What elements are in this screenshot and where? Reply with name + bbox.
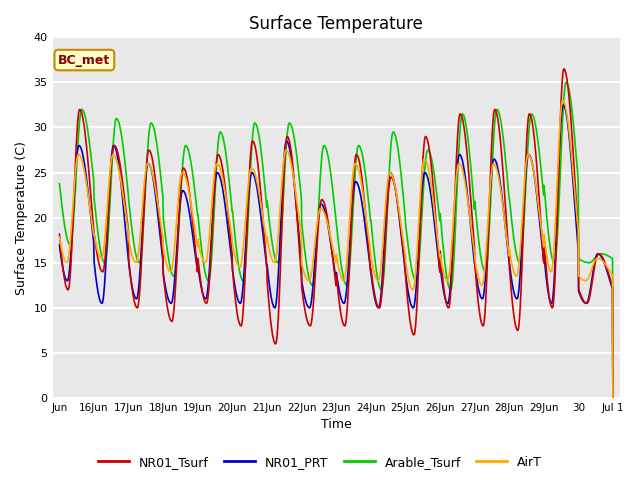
Arable_Tsurf [56,181,63,187]
NR01_PRT [559,102,567,108]
NR01_Tsurf [560,66,568,72]
NR01_Tsurf [142,169,150,175]
Arable_Tsurf [142,175,150,181]
NR01_PRT [467,221,474,227]
Y-axis label: Surface Temperature (C): Surface Temperature (C) [15,141,28,295]
AirT [467,219,474,225]
Line: AirT: AirT [60,100,613,398]
Arable_Tsurf [467,160,474,166]
NR01_PRT [548,300,556,306]
Title: Surface Temperature: Surface Temperature [249,15,423,33]
AirT [602,263,610,268]
NR01_Tsurf [609,395,617,401]
Line: NR01_Tsurf: NR01_Tsurf [60,69,613,398]
NR01_Tsurf [548,304,556,310]
Arable_Tsurf [311,264,319,270]
NR01_Tsurf [322,205,330,211]
NR01_PRT [142,171,150,177]
AirT [142,166,150,171]
NR01_Tsurf [602,263,610,269]
Arable_Tsurf [609,395,617,401]
AirT [559,97,566,103]
Legend: NR01_Tsurf, NR01_PRT, Arable_Tsurf, AirT: NR01_Tsurf, NR01_PRT, Arable_Tsurf, AirT [93,451,547,474]
NR01_Tsurf [56,231,63,237]
NR01_Tsurf [311,276,319,281]
AirT [56,234,63,240]
NR01_PRT [311,256,319,262]
AirT [322,214,330,219]
NR01_PRT [602,265,610,271]
AirT [311,240,319,245]
Line: Arable_Tsurf: Arable_Tsurf [60,83,613,398]
NR01_PRT [322,211,330,216]
AirT [548,268,556,274]
NR01_PRT [609,395,617,401]
NR01_Tsurf [467,192,474,198]
Arable_Tsurf [562,80,570,85]
NR01_PRT [56,242,63,248]
X-axis label: Time: Time [321,419,351,432]
Arable_Tsurf [602,252,610,258]
Text: BC_met: BC_met [58,54,111,67]
AirT [609,395,617,401]
Arable_Tsurf [548,253,556,259]
Line: NR01_PRT: NR01_PRT [60,105,613,398]
Arable_Tsurf [322,144,330,150]
